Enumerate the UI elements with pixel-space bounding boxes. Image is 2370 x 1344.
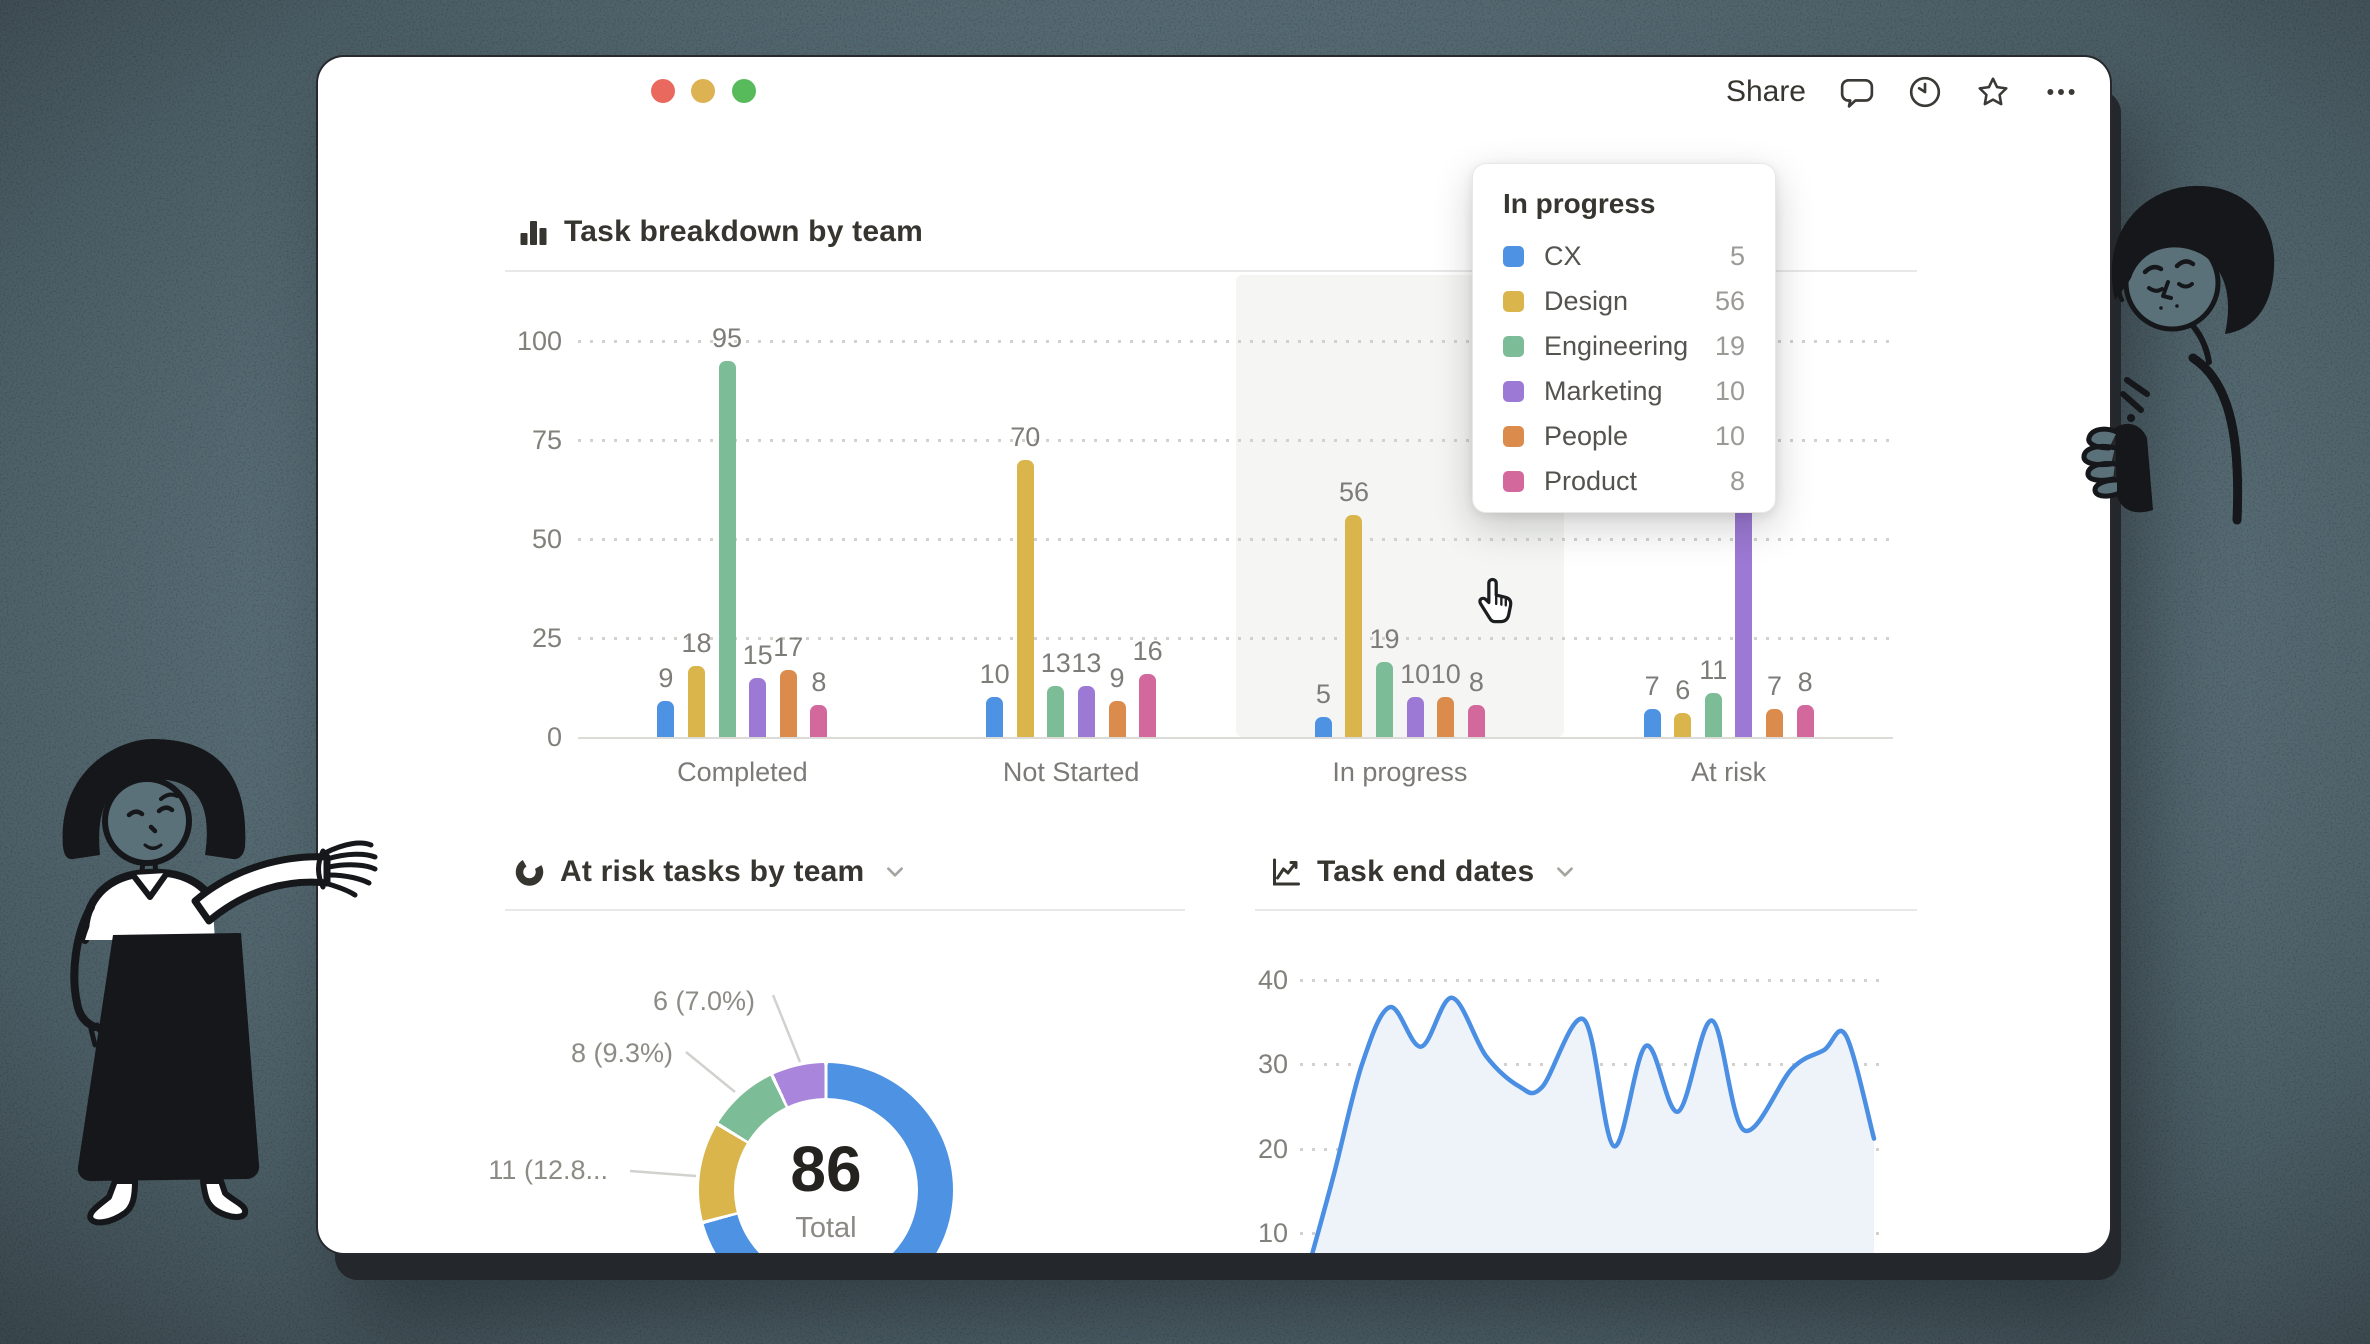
legend-label: People (1544, 421, 1629, 451)
tooltip-row-cx: CX 5 (1503, 234, 1745, 279)
legend-value: 8 (1729, 466, 1745, 496)
chart-tooltip: In progress CX 5 Design 56 Engineering 19 Mark… (1472, 163, 1776, 513)
tooltip-row-design: Design 56 (1503, 279, 1745, 324)
legend-label: Product (1544, 466, 1638, 496)
legend-swatch (1503, 246, 1524, 267)
legend-swatch (1503, 381, 1524, 402)
hand-pointer-cursor (1478, 577, 1513, 624)
legend-value: 10 (1714, 376, 1745, 406)
doodle-person-peeking (2081, 185, 2275, 525)
legend-value: 10 (1714, 421, 1745, 451)
tooltip-row-people: People 10 (1503, 414, 1745, 459)
tooltip-row-engineering: Engineering 19 (1503, 324, 1745, 369)
legend-label: CX (1544, 241, 1582, 271)
legend-value: 19 (1714, 331, 1745, 361)
legend-value: 56 (1714, 286, 1745, 316)
line-chart-canvas (1310, 995, 1877, 1253)
legend-swatch (1503, 336, 1524, 357)
legend-swatch (1503, 471, 1524, 492)
legend-label: Marketing (1544, 376, 1663, 406)
legend-label: Engineering (1544, 331, 1689, 361)
legend-swatch (1503, 291, 1524, 312)
tooltip-row-marketing: Marketing 10 (1503, 369, 1745, 414)
legend-swatch (1503, 426, 1524, 447)
legend-value: 5 (1729, 241, 1745, 271)
tooltip-row-product: Product 8 (1503, 459, 1745, 504)
doodle-woman-pointing (62, 739, 378, 1226)
legend-label: Design (1544, 286, 1629, 316)
tooltip-title: In progress (1503, 188, 1656, 219)
app-window: Share Task breakdown by team In progress… (318, 57, 2110, 1253)
